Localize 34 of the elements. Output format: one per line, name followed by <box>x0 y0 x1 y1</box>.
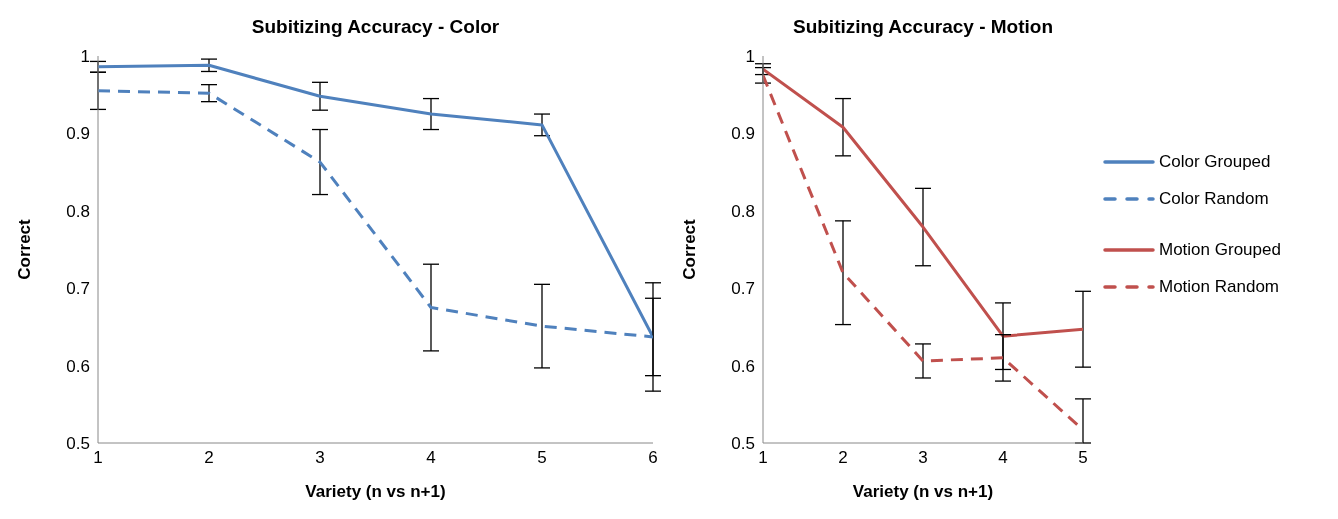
x-tick-label: 4 <box>426 448 436 468</box>
x-tick-label: 4 <box>998 448 1008 468</box>
y-tick-label: 0.8 <box>731 201 755 221</box>
x-tick-label: 1 <box>93 448 103 468</box>
x-tick-label: 5 <box>1078 448 1088 468</box>
y-tick-label: 0.8 <box>66 201 90 221</box>
legend-label: Color Grouped <box>1159 151 1271 172</box>
y-tick-label: 0.5 <box>66 434 90 454</box>
x-tick-label: 1 <box>758 448 768 468</box>
y-tick-label: 0.9 <box>731 124 755 144</box>
x-tick-label: 2 <box>204 448 214 468</box>
line-series <box>763 67 1083 338</box>
y-tick-label: 1 <box>80 47 90 67</box>
y-tick-label: 1 <box>745 47 755 67</box>
y-tick-label: 0.6 <box>731 356 755 376</box>
x-axis-title: Variety (n vs n+1) <box>852 482 994 501</box>
y-tick-label: 0.7 <box>66 279 90 299</box>
y-tick-label: 0.5 <box>731 434 755 454</box>
x-axis-title: Variety (n vs n+1) <box>305 482 446 501</box>
chart-title: Subitizing Accuracy - Motion <box>792 15 1054 39</box>
y-tick-label: 0.7 <box>731 279 755 299</box>
legend-label: Motion Random <box>1159 276 1280 297</box>
x-tick-label: 6 <box>648 448 658 468</box>
x-tick-label: 5 <box>537 448 547 468</box>
x-tick-label: 2 <box>838 448 848 468</box>
y-tick-label: 0.9 <box>66 124 90 144</box>
x-tick-label: 3 <box>315 448 325 468</box>
legend-label: Color Random <box>1159 188 1269 209</box>
chart-title: Subitizing Accuracy - Color <box>250 15 501 39</box>
y-tick-label: 0.6 <box>66 356 90 376</box>
y-axis-title: Correct <box>15 218 35 280</box>
x-tick-label: 3 <box>918 448 928 468</box>
legend-label: Motion Grouped <box>1159 239 1281 260</box>
y-axis-title: Correct <box>680 218 700 280</box>
